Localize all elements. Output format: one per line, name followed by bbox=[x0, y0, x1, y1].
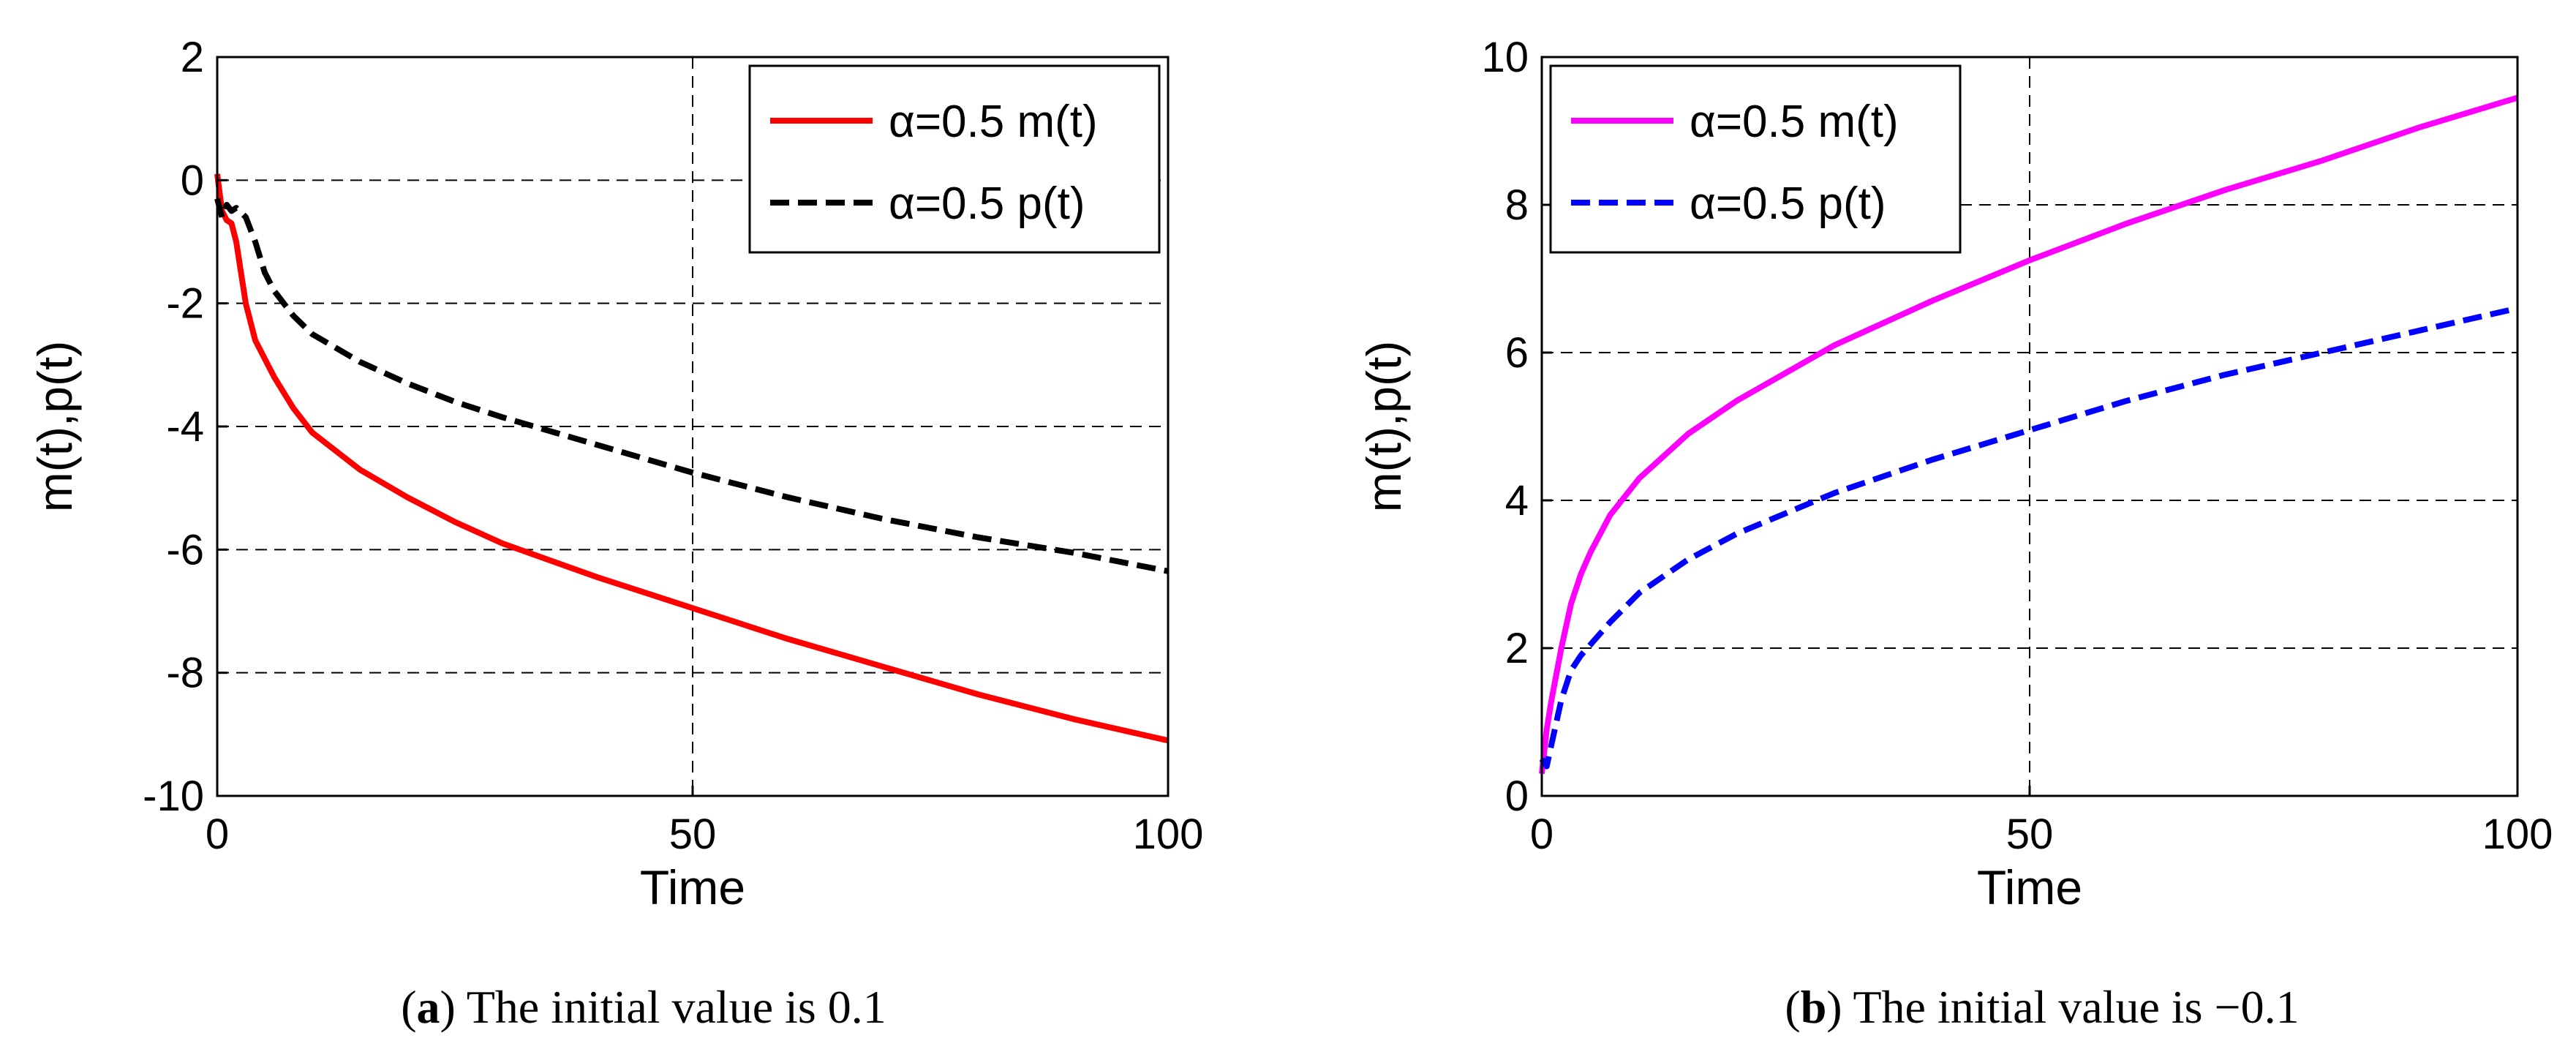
panel-a-legend-label-2: α=0.5 p(t) bbox=[889, 178, 1085, 229]
panel-b-ticks: 0 50 100 0 2 4 6 8 10 bbox=[1481, 34, 2553, 858]
panel-a-caption-letter: a bbox=[417, 981, 440, 1033]
panel-b-caption: (b) The initial value is −0.1 bbox=[1785, 981, 2299, 1033]
panel-a-caption-open: ( bbox=[401, 981, 416, 1033]
panel-a-y-axis-label: m(t),p(t) bbox=[28, 341, 82, 513]
panel-a-y-tick-label: -2 bbox=[166, 280, 204, 328]
panel-b-y-axis-label: m(t),p(t) bbox=[1357, 341, 1411, 513]
panel-b-y-tick-label: 0 bbox=[1505, 772, 1529, 820]
panel-b-y-tick-label: 8 bbox=[1505, 181, 1529, 229]
panel-b-series-line-2 bbox=[1539, 305, 2518, 770]
panel-a-legend: α=0.5 m(t) α=0.5 p(t) bbox=[748, 64, 1161, 254]
panel-a-x-axis-label: Time bbox=[640, 860, 745, 914]
panel-a-series-line-1 bbox=[214, 173, 1169, 744]
panel-a-legend-label-1: α=0.5 m(t) bbox=[889, 97, 1098, 147]
panel-a-series bbox=[214, 173, 1169, 744]
panel-b-y-tick-label: 4 bbox=[1505, 477, 1529, 524]
panel-b-y-tick-label: 10 bbox=[1481, 34, 1529, 81]
panel-b-series-line-1 bbox=[1539, 94, 2519, 775]
panel-a-y-tick-label: -8 bbox=[166, 650, 204, 697]
panel-b-x-tick-label: 100 bbox=[2482, 811, 2553, 858]
panel-b-x-tick-label: 0 bbox=[1530, 811, 1553, 858]
panel-b-y-tick-label: 2 bbox=[1505, 625, 1529, 672]
panel-b-legend-label-2: α=0.5 p(t) bbox=[1690, 178, 1886, 229]
panel-b-y-tick-label: 6 bbox=[1505, 329, 1529, 377]
panel-a-y-tick-label: -6 bbox=[166, 526, 204, 574]
panel-a-y-tick-label: -4 bbox=[166, 403, 204, 451]
panel-a-y-tick-label: -10 bbox=[143, 772, 204, 820]
panel-a-caption: (a) The initial value is 0.1 bbox=[401, 981, 886, 1033]
panel-a-caption-text: ) The initial value is 0.1 bbox=[440, 981, 886, 1033]
panel-a-series-line-2 bbox=[214, 198, 1169, 574]
panel-b-x-axis-label: Time bbox=[1977, 860, 2082, 914]
panel-a-legend-box bbox=[748, 64, 1161, 254]
panel-b-legend: α=0.5 m(t) α=0.5 p(t) bbox=[1549, 64, 1962, 254]
panel-b-legend-box bbox=[1549, 64, 1962, 254]
panel-a-x-tick-label: 0 bbox=[206, 811, 229, 858]
panel-a-y-tick-label: 0 bbox=[181, 157, 204, 204]
panel-b-caption-letter: b bbox=[1801, 981, 1827, 1033]
panel-a-x-tick-label: 50 bbox=[669, 811, 717, 858]
panel-b-x-tick-label: 50 bbox=[2006, 811, 2054, 858]
panel-a-ticks: 0 50 100 -10 -8 -6 -4 -2 0 2 bbox=[143, 34, 1203, 858]
panel-b-legend-label-1: α=0.5 m(t) bbox=[1690, 97, 1899, 147]
panel-b-series bbox=[1539, 94, 2519, 775]
panel-a-y-tick-label: 2 bbox=[181, 34, 204, 81]
panel-a-x-tick-label: 100 bbox=[1133, 811, 1204, 858]
panel-a-chart: 0 50 100 -10 -8 -6 -4 -2 0 2 Time m(t),p(t) α=0.5… bbox=[28, 34, 1203, 1033]
panel-b-caption-open: ( bbox=[1785, 981, 1800, 1033]
panel-b-caption-text: ) The initial value is −0.1 bbox=[1826, 981, 2299, 1033]
